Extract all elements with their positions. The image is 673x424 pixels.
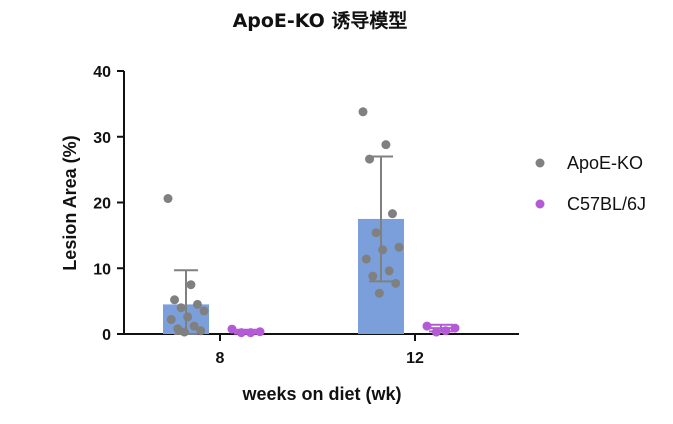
x-axis-title: weeks on diet (wk) xyxy=(241,384,401,404)
x-axis: 8 12 xyxy=(124,333,519,367)
data-point xyxy=(227,324,237,334)
data-point xyxy=(391,278,401,288)
data-point xyxy=(189,321,199,331)
legend-marker xyxy=(535,199,545,209)
x-tick-label: 12 xyxy=(406,350,424,367)
data-point xyxy=(166,315,176,325)
data-point xyxy=(358,107,368,117)
legend-label: ApoE-KO xyxy=(567,153,643,173)
chart-title: ApoE-KO 诱导模型 xyxy=(233,9,408,32)
data-point xyxy=(378,245,388,255)
data-point xyxy=(246,328,256,338)
y-tick-label: 30 xyxy=(93,130,111,147)
data-point xyxy=(192,299,202,309)
data-point xyxy=(450,323,460,333)
data-point xyxy=(255,327,265,337)
data-point xyxy=(441,326,451,336)
y-tick-label: 40 xyxy=(93,64,111,81)
data-point xyxy=(163,194,173,204)
data-point xyxy=(431,327,441,337)
data-point xyxy=(199,306,209,316)
data-point xyxy=(196,326,206,336)
data-point xyxy=(179,327,189,337)
data-point xyxy=(176,303,186,313)
data-point xyxy=(371,228,381,238)
y-tick-label: 20 xyxy=(93,196,111,213)
legend-marker xyxy=(535,158,545,168)
data-point xyxy=(186,280,196,290)
y-axis: 0 10 20 30 40 xyxy=(93,64,125,344)
data-point xyxy=(387,209,397,219)
data-point xyxy=(384,266,394,276)
y-axis-title: Lesion Area (%) xyxy=(60,135,80,270)
x-tick-label: 8 xyxy=(216,350,225,367)
data-point xyxy=(374,288,384,298)
y-tick-label: 0 xyxy=(102,327,111,344)
data-point xyxy=(368,271,378,281)
y-tick-label: 10 xyxy=(93,261,111,278)
data-point xyxy=(361,254,371,264)
data-point xyxy=(394,242,404,252)
data-point xyxy=(170,295,180,305)
legend: ApoE-KO C57BL/6J xyxy=(535,153,646,214)
data-point xyxy=(381,140,391,150)
data-point xyxy=(236,328,246,338)
data-point xyxy=(365,154,375,164)
legend-label: C57BL/6J xyxy=(567,194,646,214)
data-point xyxy=(183,312,193,322)
data-point xyxy=(422,321,432,331)
